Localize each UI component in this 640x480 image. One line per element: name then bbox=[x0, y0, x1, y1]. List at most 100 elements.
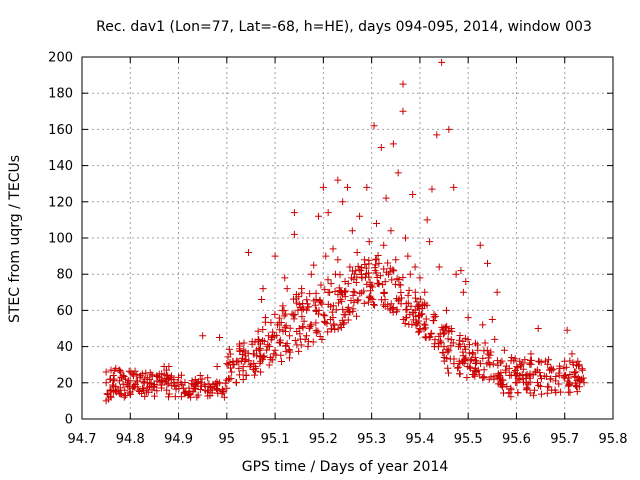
data-point bbox=[428, 185, 436, 193]
data-point bbox=[331, 270, 339, 278]
data-point bbox=[570, 368, 578, 376]
data-point bbox=[342, 287, 350, 295]
data-point bbox=[312, 319, 320, 327]
data-point bbox=[331, 326, 339, 334]
data-point bbox=[402, 314, 410, 322]
data-point bbox=[324, 288, 332, 296]
data-point bbox=[271, 310, 279, 318]
data-point bbox=[481, 339, 489, 347]
data-point bbox=[439, 349, 447, 357]
data-point bbox=[353, 297, 361, 305]
data-point bbox=[117, 390, 125, 398]
data-point bbox=[270, 350, 278, 358]
y-tick-label: 0 bbox=[65, 413, 73, 428]
data-point bbox=[507, 384, 515, 392]
data-point bbox=[239, 363, 247, 371]
data-point bbox=[276, 326, 284, 334]
x-tick-label: 95.3 bbox=[357, 432, 386, 447]
data-point bbox=[134, 386, 142, 394]
data-point bbox=[445, 125, 453, 133]
data-point bbox=[165, 390, 173, 398]
data-point bbox=[468, 355, 476, 363]
data-point bbox=[259, 325, 267, 333]
data-point bbox=[280, 312, 288, 320]
data-point bbox=[252, 346, 260, 354]
data-point bbox=[411, 288, 419, 296]
data-point bbox=[102, 379, 110, 387]
data-point bbox=[225, 375, 233, 383]
data-point bbox=[450, 360, 458, 368]
data-point bbox=[225, 345, 233, 353]
data-point bbox=[334, 176, 342, 184]
data-point bbox=[327, 280, 335, 288]
data-point bbox=[213, 363, 221, 371]
data-point bbox=[321, 312, 329, 320]
data-point bbox=[483, 259, 491, 267]
data-point bbox=[372, 220, 380, 228]
data-point bbox=[283, 285, 291, 293]
data-point bbox=[182, 388, 190, 396]
data-point bbox=[317, 281, 325, 289]
y-tick-label: 20 bbox=[56, 376, 73, 391]
data-point bbox=[259, 285, 267, 293]
data-point bbox=[318, 335, 326, 343]
data-point bbox=[136, 373, 144, 381]
data-point bbox=[534, 325, 542, 332]
data-point bbox=[301, 335, 309, 343]
data-point bbox=[552, 377, 560, 385]
data-point bbox=[440, 329, 448, 337]
data-point bbox=[216, 334, 224, 342]
data-point bbox=[328, 308, 336, 316]
data-point bbox=[461, 356, 469, 364]
data-point bbox=[312, 289, 320, 297]
data-point bbox=[295, 325, 303, 332]
data-point bbox=[103, 390, 111, 398]
data-point bbox=[545, 383, 553, 391]
data-point bbox=[306, 323, 314, 331]
data-point bbox=[462, 277, 470, 285]
data-point bbox=[463, 373, 471, 381]
data-point bbox=[157, 381, 165, 389]
data-point bbox=[447, 325, 455, 332]
data-point bbox=[271, 252, 279, 260]
data-point bbox=[144, 384, 152, 392]
data-point bbox=[371, 301, 379, 309]
data-point bbox=[376, 272, 384, 280]
data-point bbox=[370, 300, 378, 308]
data-point bbox=[483, 346, 491, 354]
data-point bbox=[141, 392, 149, 400]
data-point bbox=[204, 374, 212, 382]
data-point bbox=[138, 389, 146, 397]
data-point bbox=[240, 339, 248, 347]
data-point bbox=[422, 315, 430, 323]
data-point bbox=[112, 364, 120, 372]
data-point bbox=[365, 269, 373, 277]
data-point bbox=[354, 296, 362, 304]
data-point bbox=[399, 80, 407, 88]
data-point bbox=[223, 384, 231, 392]
data-point bbox=[411, 294, 419, 302]
data-point bbox=[358, 274, 366, 282]
data-point bbox=[516, 376, 524, 384]
data-point bbox=[370, 122, 378, 130]
data-point bbox=[354, 262, 362, 270]
data-point bbox=[526, 389, 534, 397]
data-point bbox=[454, 364, 462, 372]
data-point bbox=[461, 345, 469, 353]
data-point bbox=[500, 346, 508, 354]
data-point bbox=[436, 330, 444, 338]
data-point bbox=[329, 245, 337, 253]
data-point bbox=[312, 296, 320, 304]
data-point bbox=[517, 362, 525, 370]
data-point bbox=[488, 315, 496, 323]
data-point bbox=[338, 297, 346, 305]
y-tick-label: 120 bbox=[48, 195, 73, 210]
data-point bbox=[393, 306, 401, 314]
data-point bbox=[206, 391, 214, 399]
y-tick-label: 180 bbox=[48, 87, 73, 102]
data-point bbox=[522, 379, 530, 387]
data-point bbox=[316, 332, 324, 340]
data-point bbox=[375, 280, 383, 288]
data-point bbox=[486, 361, 494, 369]
data-point bbox=[129, 384, 137, 392]
